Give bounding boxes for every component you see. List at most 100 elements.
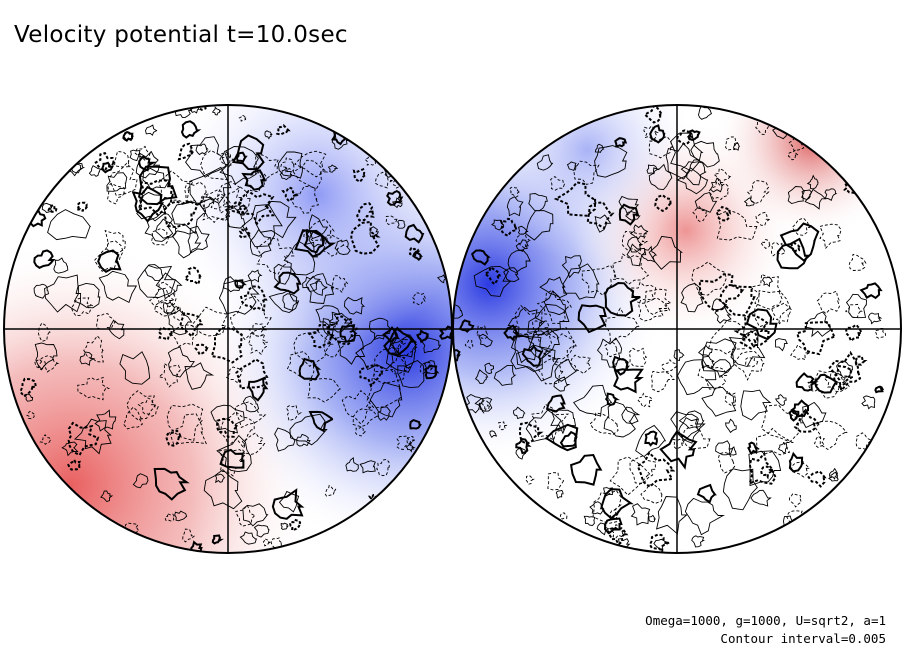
contour-line bbox=[503, 324, 521, 342]
contour-line bbox=[740, 389, 772, 421]
contour-line bbox=[359, 460, 376, 474]
contour-line bbox=[690, 140, 720, 168]
contour-line bbox=[648, 235, 683, 270]
contour-line bbox=[804, 188, 827, 210]
contour-line bbox=[701, 354, 715, 369]
contour-line bbox=[94, 409, 117, 432]
contour-line bbox=[728, 328, 766, 368]
contour-line bbox=[716, 209, 758, 241]
contour-line bbox=[569, 354, 592, 375]
contour-line bbox=[129, 149, 141, 162]
contour-line bbox=[823, 370, 850, 393]
contour-line bbox=[248, 323, 268, 337]
contour-line bbox=[369, 317, 392, 341]
contour-line bbox=[142, 167, 171, 191]
contour-line bbox=[596, 337, 623, 368]
contour-line bbox=[153, 281, 177, 308]
contour-line bbox=[189, 166, 232, 205]
contour-line bbox=[194, 343, 209, 356]
contour-line bbox=[182, 528, 196, 543]
contour-line bbox=[536, 154, 554, 171]
contour-line bbox=[696, 483, 717, 504]
contour-line bbox=[385, 215, 398, 226]
contour-line bbox=[352, 408, 379, 428]
contour-line bbox=[474, 369, 489, 384]
contour-line bbox=[350, 220, 381, 255]
contour-line bbox=[225, 366, 243, 385]
contour-line bbox=[277, 151, 303, 179]
contour-line bbox=[672, 438, 686, 450]
contour-line bbox=[583, 515, 596, 526]
contour-line bbox=[274, 427, 296, 452]
contour-line bbox=[358, 364, 384, 388]
contour-line bbox=[397, 339, 418, 359]
contour-line bbox=[807, 470, 827, 488]
contour-line bbox=[516, 344, 559, 382]
contour-line bbox=[464, 339, 474, 349]
contour-line bbox=[247, 269, 263, 283]
contour-line bbox=[210, 404, 245, 434]
contour-line bbox=[74, 201, 90, 212]
contour-line bbox=[527, 303, 570, 337]
contour-line bbox=[280, 522, 289, 531]
contour-line bbox=[210, 327, 243, 364]
contour-line bbox=[874, 327, 887, 339]
contour-line bbox=[294, 229, 337, 258]
contour-line bbox=[535, 357, 564, 385]
contour-line bbox=[573, 384, 613, 417]
contour-line bbox=[323, 332, 346, 358]
contour-line bbox=[242, 395, 260, 413]
contour-line bbox=[515, 239, 529, 252]
contour-line bbox=[747, 441, 760, 456]
contour-line bbox=[708, 180, 730, 201]
contour-line bbox=[149, 287, 176, 315]
contour-line bbox=[119, 351, 151, 385]
contour-line bbox=[412, 250, 423, 261]
contour-line bbox=[788, 451, 805, 473]
contour-line bbox=[537, 326, 577, 360]
contour-line bbox=[53, 257, 69, 274]
contour-line bbox=[164, 512, 175, 522]
contour-line bbox=[70, 297, 93, 317]
contour-line bbox=[411, 292, 427, 306]
contour-line bbox=[603, 401, 636, 438]
contour-line bbox=[648, 135, 673, 159]
contour-line bbox=[635, 424, 667, 458]
contour-line bbox=[437, 274, 448, 284]
contour-line bbox=[135, 150, 160, 179]
contour-line bbox=[307, 324, 337, 349]
contour-line bbox=[550, 176, 566, 191]
contour-line bbox=[390, 356, 412, 375]
contour-line bbox=[787, 149, 800, 161]
contour-line bbox=[165, 429, 183, 447]
contour-line bbox=[397, 359, 425, 389]
contour-line bbox=[306, 218, 335, 241]
contour-line bbox=[34, 342, 58, 370]
contour-line bbox=[611, 524, 625, 539]
contour-line bbox=[239, 531, 258, 545]
contour-line bbox=[592, 489, 622, 524]
contour-line bbox=[216, 181, 242, 214]
contour-line bbox=[536, 289, 573, 324]
contour-line bbox=[670, 411, 706, 442]
contour-line bbox=[629, 224, 649, 240]
contour-line bbox=[613, 368, 644, 394]
contour-line bbox=[250, 228, 272, 257]
contour-line bbox=[528, 193, 548, 212]
contour-line bbox=[807, 377, 819, 393]
contour-line bbox=[733, 350, 765, 381]
contour-line bbox=[256, 237, 295, 275]
contour-line bbox=[223, 276, 242, 293]
contour-line bbox=[775, 338, 788, 352]
contour-line bbox=[416, 329, 430, 344]
contour-line bbox=[218, 449, 247, 477]
contour-line bbox=[507, 249, 531, 274]
contour-line bbox=[701, 386, 737, 417]
contour-line bbox=[279, 167, 293, 181]
contour-line bbox=[191, 306, 229, 337]
contour-line bbox=[67, 421, 100, 457]
contour-line bbox=[748, 451, 777, 485]
contour-line bbox=[170, 305, 185, 322]
contour-line bbox=[137, 397, 159, 417]
contour-line bbox=[100, 490, 114, 503]
